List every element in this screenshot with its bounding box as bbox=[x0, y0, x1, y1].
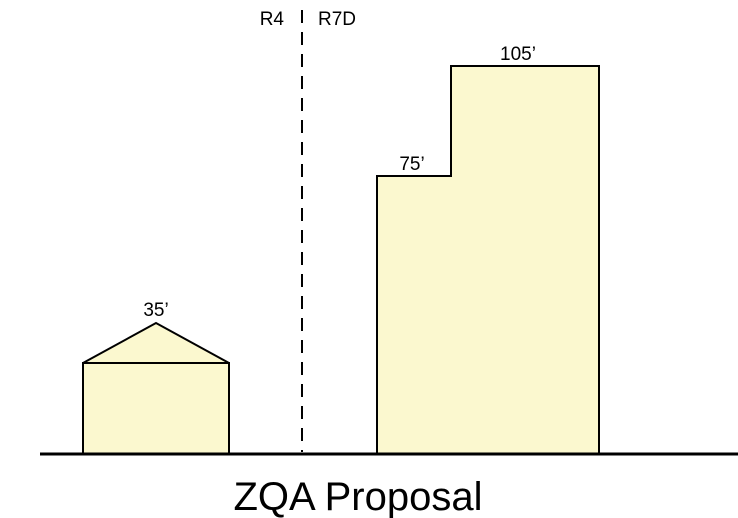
diagram-caption: ZQA Proposal bbox=[233, 475, 482, 518]
zone-label-right: R7D bbox=[318, 9, 356, 30]
house-roof bbox=[82, 321, 230, 364]
tower-high-height-label: 105’ bbox=[500, 44, 536, 65]
tower-low-height-label: 75’ bbox=[399, 154, 424, 175]
house-building bbox=[82, 321, 230, 455]
tower-building bbox=[376, 65, 600, 455]
house-body bbox=[82, 362, 230, 455]
zone-label-left: R4 bbox=[260, 9, 285, 30]
house-height-label: 35’ bbox=[143, 300, 168, 321]
